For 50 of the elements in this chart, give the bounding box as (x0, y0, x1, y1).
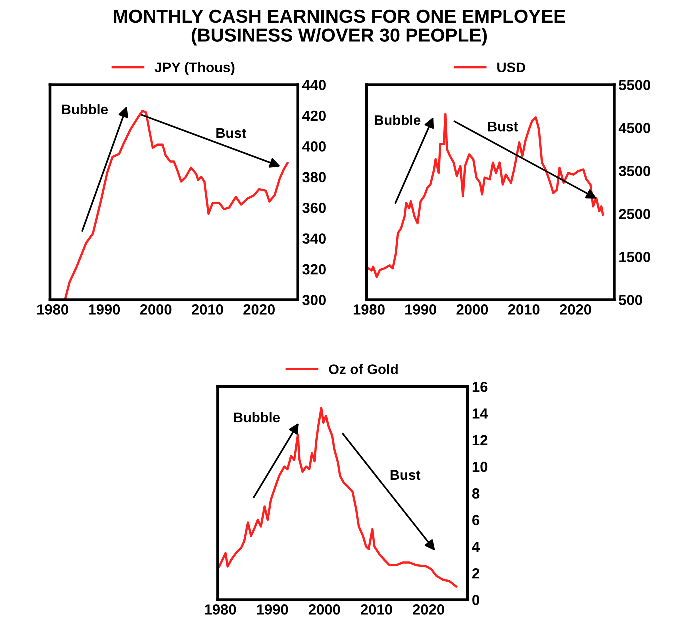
x-tick-label: 1990 (257, 604, 288, 615)
y-tick-label: 440 (302, 80, 326, 90)
y-tick-label: 2500 (619, 209, 651, 220)
x-tick-label: 2010 (192, 304, 224, 315)
x-tick-label: 2000 (140, 304, 172, 315)
x-tick-label: 2020 (560, 304, 592, 315)
y-tick-label: 6 (472, 515, 480, 526)
y-tick-label: 3500 (618, 166, 651, 176)
y-tick-label: 2 (472, 568, 480, 579)
y-tick-label: 0 (472, 595, 480, 606)
line-series (218, 407, 458, 588)
y-tick-label: 1500 (620, 252, 651, 262)
annotation: Bubble (62, 104, 108, 115)
x-tick-label: 2020 (413, 604, 444, 615)
y-tick-label: 4500 (618, 123, 651, 134)
y-tick-label: 5500 (619, 80, 651, 90)
y-tick-label: 4 (472, 542, 480, 552)
y-tick-label: 300 (302, 295, 326, 306)
x-tick-label: 2010 (508, 304, 540, 315)
x-tick-label: 2020 (244, 304, 275, 315)
y-tick-label: 360 (302, 202, 326, 214)
y-tick-label: 340 (302, 234, 326, 244)
text: MONTHLY CASH EARNINGS FOR ONE EMPLOYEE (BUSINESS W/OVER 30 PEOPLE) (114, 10, 566, 46)
x-tick-label: 1990 (89, 304, 120, 315)
x-tick-label: 1980 (354, 304, 385, 315)
y-tick-label: 10 (472, 462, 488, 472)
y-tick-label: 16 (472, 382, 488, 392)
legend-label: JPY (Thous) (154, 62, 235, 76)
y-tick-label: 420 (302, 110, 326, 122)
legend-label: USD (498, 62, 526, 73)
y-tick-label: 400 (302, 142, 326, 152)
y-tick-label: 380 (302, 172, 326, 183)
y-tick-label: 12 (472, 435, 488, 446)
annotation: Bust (488, 122, 518, 132)
line-series (368, 113, 604, 278)
y-tick-label: 8 (472, 488, 480, 499)
annotation: Bust (216, 128, 246, 138)
y-tick-label: 500 (619, 295, 642, 306)
annotation: Bust (390, 470, 421, 480)
x-tick-label: 1990 (406, 304, 436, 315)
y-tick-label: 320 (302, 264, 326, 275)
x-tick-label: 1980 (205, 604, 236, 615)
x-tick-label: 1980 (38, 304, 68, 315)
legend-label: Oz of Gold (329, 364, 398, 374)
x-tick-label: 2000 (456, 304, 488, 315)
y-tick-label: 14 (472, 408, 488, 419)
annotation: Bubble (375, 115, 421, 126)
x-tick-label: 2010 (361, 604, 392, 615)
x-tick-label: 2000 (308, 604, 340, 615)
annotation: Bubble (234, 412, 280, 423)
